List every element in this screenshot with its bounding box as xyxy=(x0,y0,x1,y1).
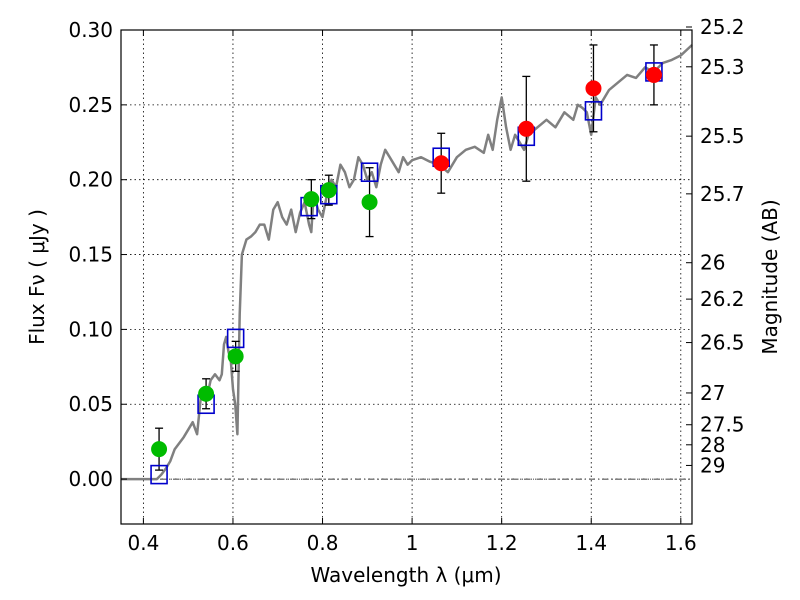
magnitude-tick-label: 28 xyxy=(700,433,725,457)
magnitude-tick-label: 26.2 xyxy=(700,287,745,311)
model-spectrum-line xyxy=(121,44,693,481)
y-tick-label: 0.30 xyxy=(68,18,113,42)
model-spectrum-layer xyxy=(121,44,693,481)
y-tick-label: 0.05 xyxy=(68,392,113,416)
y-tick-label: 0.15 xyxy=(68,243,113,267)
x-ticks: 0.4 0.6 0.8 1 1.2 1.4 1.6 xyxy=(127,30,697,555)
optical-point xyxy=(198,385,215,402)
magnitude-tick-label: 29 xyxy=(700,453,725,477)
optical-point xyxy=(320,182,337,199)
magnitude-tick-label: 25.7 xyxy=(700,182,745,206)
infrared-point xyxy=(433,155,450,172)
model-point xyxy=(360,162,379,183)
data-points-layer xyxy=(150,44,663,485)
optical-point xyxy=(227,348,244,365)
infrared-point xyxy=(585,80,602,97)
magnitude-tick-label: 26.5 xyxy=(700,331,745,355)
magnitude-tick-label: 25.5 xyxy=(700,124,745,148)
magnitude-axis-title: Magnitude (AB) xyxy=(758,199,782,354)
x-tick-label: 0.6 xyxy=(217,531,249,555)
y-tick-label: 0.20 xyxy=(68,168,113,192)
infrared-point xyxy=(518,120,535,137)
y-tick-label: 0.10 xyxy=(68,317,113,341)
plot-frame xyxy=(120,29,693,525)
infrared-point xyxy=(645,66,662,83)
optical-point xyxy=(303,191,320,208)
x-tick-label: 1.2 xyxy=(486,531,518,555)
magnitude-tick-label: 27 xyxy=(700,381,725,405)
x-tick-label: 1.4 xyxy=(575,531,607,555)
x-tick-label: 0.8 xyxy=(307,531,339,555)
model-point xyxy=(226,328,245,349)
x-axis-title: Wavelength λ (μm) xyxy=(310,563,501,587)
model-point xyxy=(150,464,168,485)
optical-point xyxy=(361,194,378,211)
x-tick-label: 1.6 xyxy=(665,531,697,555)
magnitude-tick-label: 26 xyxy=(700,251,725,275)
magnitude-tick-label: 25.2 xyxy=(700,15,745,39)
y-ticks: 0.00 0.05 0.10 0.15 0.20 0.25 0.30 xyxy=(68,18,127,491)
magnitude-tick-label: 27.5 xyxy=(700,413,745,437)
y-tick-label: 0.25 xyxy=(68,93,113,117)
y-axis-title: Flux Fν ( μJy ) xyxy=(25,209,49,345)
y-tick-label: 0.00 xyxy=(68,467,113,491)
optical-point xyxy=(151,441,168,458)
model-point xyxy=(584,101,603,121)
x-tick-label: 0.4 xyxy=(127,531,159,555)
magnitude-tick-label: 25.3 xyxy=(700,55,745,79)
x-tick-label: 1 xyxy=(406,531,419,555)
grid xyxy=(121,29,692,524)
